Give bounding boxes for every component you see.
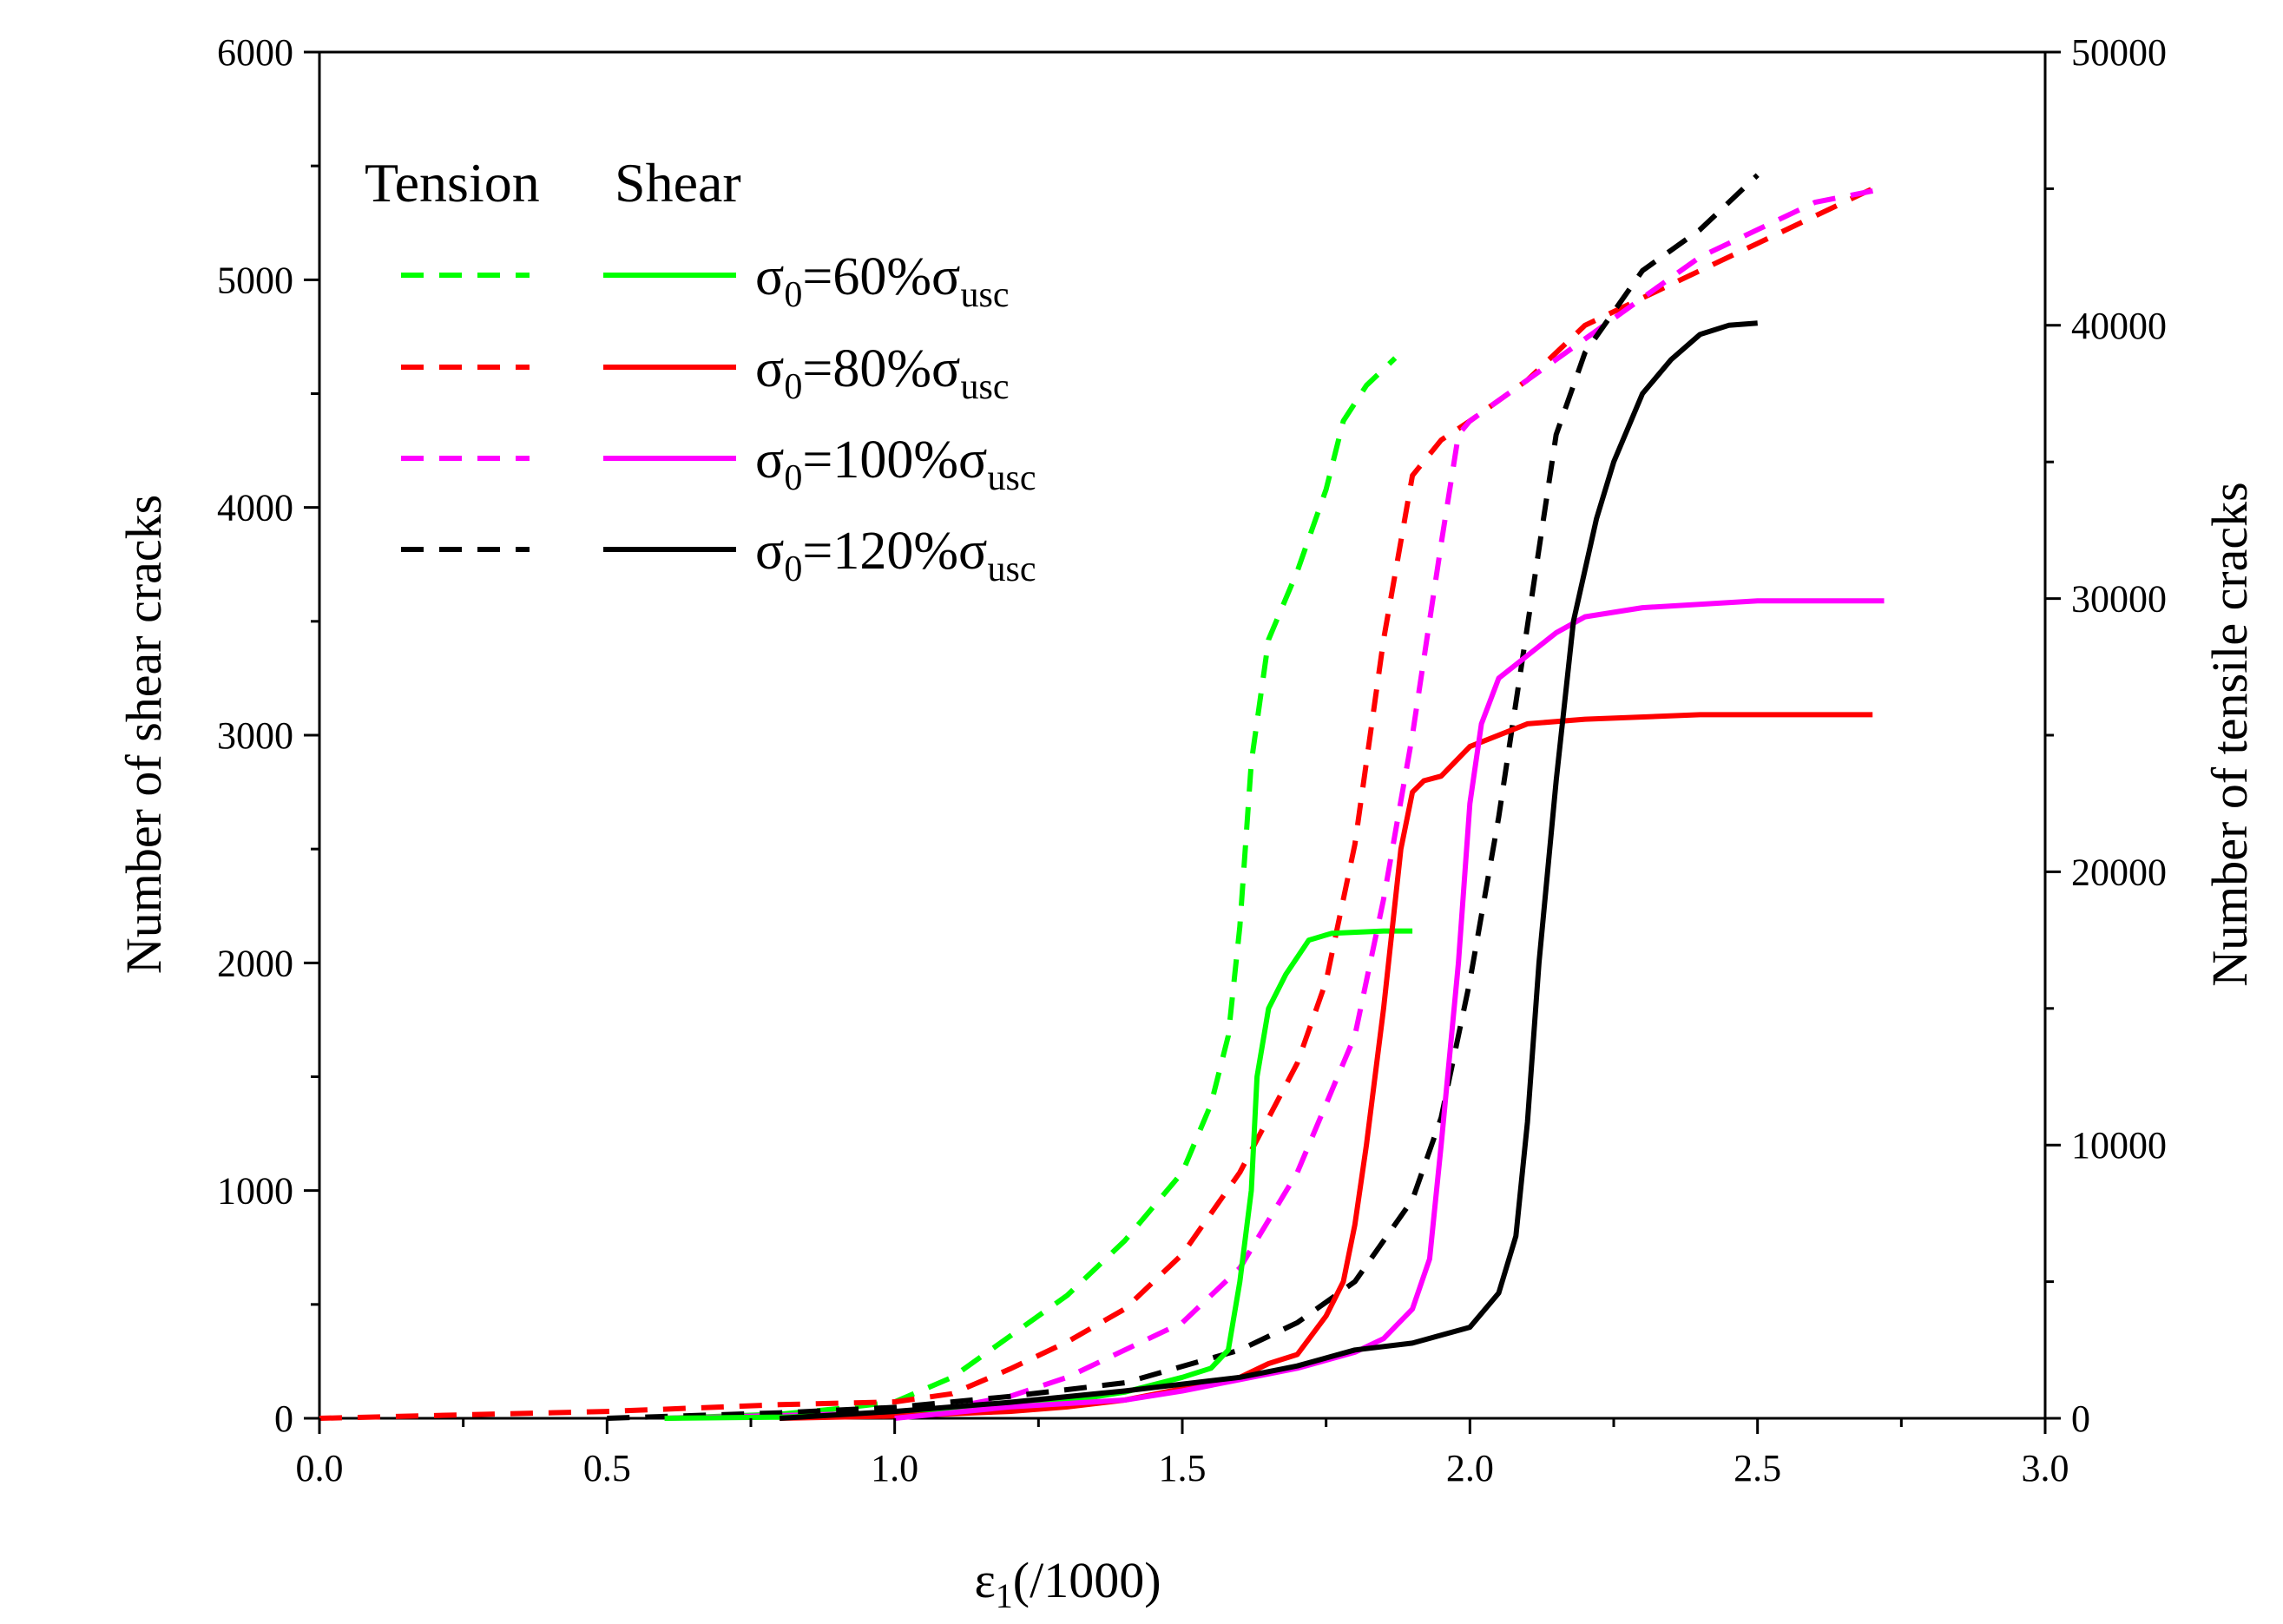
series-line-tension-1 (319, 186, 1874, 1421)
y-right-tick-label: 10000 (2071, 1124, 2167, 1167)
x-tick-label: 0.0 (296, 1447, 344, 1489)
y-right-tick-label: 20000 (2071, 851, 2167, 893)
y-left-tick-label: 0 (274, 1397, 293, 1440)
x-tick-label: 1.5 (1159, 1447, 1207, 1489)
plot-frame (318, 50, 2047, 1420)
legend-label: σ0=100%σusc (755, 431, 1036, 498)
plot-area (318, 50, 2047, 1420)
y-left-tick-label: 1000 (217, 1170, 293, 1213)
x-tick-label: 0.5 (583, 1447, 631, 1489)
legend-label: σ0=80%σusc (755, 339, 1009, 407)
y-left-tick-label: 5000 (217, 259, 293, 301)
y-left-tick-label: 6000 (217, 31, 293, 74)
x-axis: 0.0 0.5 1.0 1.5 2.0 2.5 3.0 (296, 1418, 2069, 1489)
y-axis-right-title: Number of tensile cracks (2201, 482, 2258, 986)
y-right-tick-label: 40000 (2071, 305, 2167, 347)
legend-rows: σ0=60%σusc σ0=80%σusc σ0=100%σusc σ0=120%σu… (401, 247, 1036, 589)
legend-header-shear: Shear (615, 152, 741, 214)
y-right-tick-label: 0 (2071, 1397, 2090, 1440)
x-tick-label: 2.0 (1446, 1447, 1494, 1489)
x-axis-title: ε1(/1000) (974, 1552, 1161, 1615)
series-layer (319, 173, 1885, 1421)
y-axis-left-title: Number of shear cracks (115, 495, 172, 974)
legend-label: σ0=60%σusc (755, 247, 1009, 315)
legend: Tension Shear σ0=60%σusc σ0=80%σusc σ0=100… (365, 152, 1036, 589)
y-right-tick-label: 30000 (2071, 578, 2167, 621)
y-axis-left: 0 1000 2000 3000 4000 5000 6000 (217, 31, 319, 1440)
x-tick-label: 3.0 (2022, 1447, 2069, 1489)
series-line-tension-0 (664, 356, 1398, 1421)
y-left-tick-label: 3000 (217, 714, 293, 757)
y-left-tick-label: 4000 (217, 487, 293, 529)
series-line-shear-7 (779, 320, 1758, 1421)
y-left-tick-label: 2000 (217, 942, 293, 984)
series-line-shear-6 (894, 598, 1885, 1421)
x-tick-label: 2.5 (1734, 1447, 1781, 1489)
x-tick-label: 1.0 (871, 1447, 918, 1489)
y-right-tick-label: 50000 (2071, 31, 2167, 74)
legend-header-tension: Tension (365, 152, 540, 214)
y-axis-right: 0 10000 20000 30000 40000 50000 (2045, 31, 2167, 1440)
legend-label: σ0=120%σusc (755, 522, 1036, 589)
series-line-shear-4 (664, 928, 1413, 1421)
series-line-shear-5 (780, 712, 1873, 1421)
